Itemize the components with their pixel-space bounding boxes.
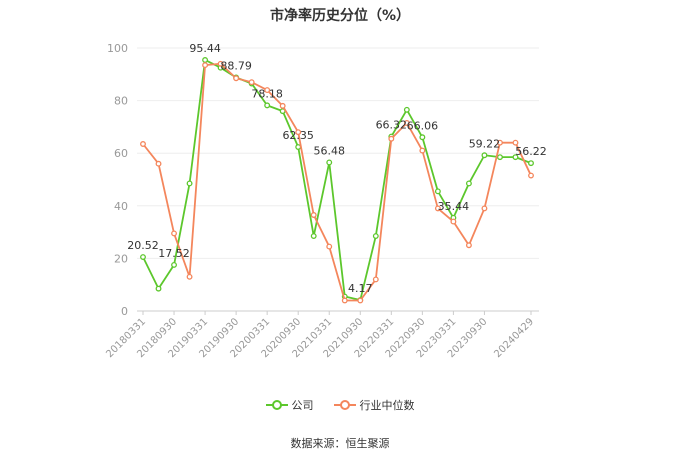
data-point [528,172,534,179]
data-point [528,160,534,167]
y-tick-label: 40 [114,200,128,213]
data-point [388,135,395,142]
data-point [171,230,177,237]
data-point [202,57,209,63]
data-point [186,180,193,187]
data-point [434,188,441,195]
data-label: 62.35 [282,129,314,142]
data-point [186,273,193,280]
data-point [202,62,209,69]
data-point [450,218,457,225]
data-label: 66.32 [376,119,408,132]
series-line-0 [142,59,532,301]
data-point [140,141,146,147]
legend-dot [271,400,282,410]
data-point [171,261,177,268]
data-label: 95.44 [189,42,221,55]
legend: 公司 行业中位数 [0,397,680,413]
data-source-note: 数据来源：恒生聚源 [290,437,390,450]
data-point [155,285,162,292]
legend-dot [339,400,350,410]
data-point [326,159,333,166]
data-point [419,147,426,154]
legend-item-0[interactable]: 公司 [265,397,314,413]
y-tick-label: 60 [114,147,128,160]
data-point [372,233,379,239]
data-point [465,242,472,249]
x-tick-label: 20240429 [492,316,536,360]
data-point [512,154,519,161]
data-point [403,120,410,126]
data-point [403,106,410,113]
y-tick-label: 20 [114,252,128,265]
legend-item-1[interactable]: 行业中位数 [333,397,415,413]
data-point [341,297,348,304]
data-point [310,233,317,239]
data-label: 66.06 [407,119,439,132]
legend-label: 公司 [291,399,314,412]
legend-marker [333,400,356,410]
data-point [419,134,426,141]
data-point [155,160,162,167]
data-point [295,129,302,136]
data-point [233,75,240,82]
data-point [310,212,317,218]
data-label: 56.22 [515,145,547,158]
y-tick-label: 0 [121,305,128,318]
data-label: 17.52 [158,247,190,260]
y-tick-label: 100 [107,42,128,55]
data-point [497,139,503,146]
data-point [248,79,255,86]
data-point [497,154,503,161]
legend-marker [265,400,288,410]
y-tick-label: 80 [114,95,128,108]
chart-title: 市净率历史分位（%） [269,8,411,24]
data-point [357,297,364,304]
data-label: 35.44 [438,200,470,213]
grid-lines [137,47,539,312]
data-point [217,60,224,67]
series-line-1 [142,62,532,302]
data-point [264,102,271,109]
data-point [434,205,441,212]
data-label: 88.79 [220,59,252,72]
data-point [512,139,519,146]
data-point [481,152,488,159]
data-label: 20.52 [127,239,159,252]
data-label: 59.22 [469,137,501,150]
data-label: 56.48 [313,144,345,157]
legend-label: 行业中位数 [359,399,415,412]
data-point [140,254,146,260]
data-point [264,87,271,94]
data-point [372,276,379,283]
series [140,57,534,304]
data-point [481,205,488,212]
data-label: 78.18 [251,87,283,100]
data-label: 4.17 [348,282,373,295]
data-point [326,243,333,250]
data-point [465,180,472,187]
data-point [279,102,286,109]
